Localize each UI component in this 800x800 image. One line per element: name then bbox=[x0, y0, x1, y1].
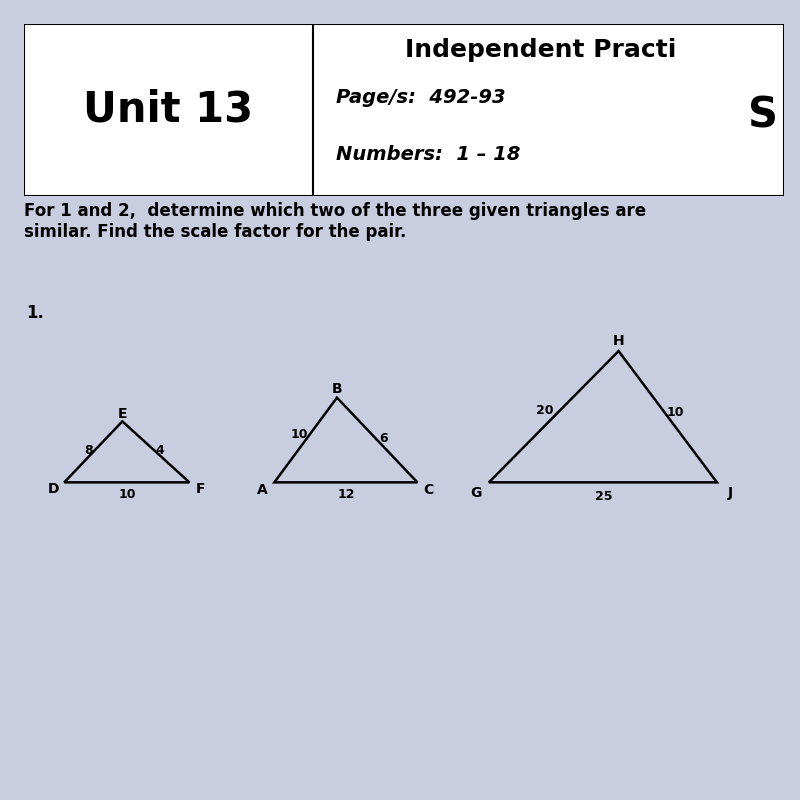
Text: C: C bbox=[423, 483, 434, 497]
Text: 4: 4 bbox=[155, 444, 164, 457]
Text: S: S bbox=[748, 94, 778, 137]
Text: D: D bbox=[48, 482, 59, 496]
Text: F: F bbox=[195, 482, 205, 496]
Text: 25: 25 bbox=[594, 490, 612, 503]
Text: A: A bbox=[258, 483, 268, 497]
Text: Page/s:  492-93: Page/s: 492-93 bbox=[336, 88, 506, 107]
Text: 20: 20 bbox=[536, 404, 553, 417]
Text: Unit 13: Unit 13 bbox=[83, 89, 254, 131]
Text: For 1 and 2,  determine which two of the three given triangles are
similar. Find: For 1 and 2, determine which two of the … bbox=[24, 202, 646, 241]
Text: 10: 10 bbox=[666, 406, 684, 419]
Text: 10: 10 bbox=[118, 488, 135, 501]
Text: B: B bbox=[332, 382, 342, 396]
Text: 8: 8 bbox=[84, 444, 93, 457]
Text: E: E bbox=[118, 406, 127, 421]
Text: H: H bbox=[613, 334, 625, 348]
Text: J: J bbox=[728, 486, 733, 499]
Text: 1.: 1. bbox=[26, 305, 44, 322]
Text: Numbers:  1 – 18: Numbers: 1 – 18 bbox=[336, 146, 520, 164]
Text: 10: 10 bbox=[290, 429, 308, 442]
Text: G: G bbox=[470, 486, 482, 499]
Text: 12: 12 bbox=[337, 488, 354, 501]
Text: Independent Practi: Independent Practi bbox=[405, 38, 677, 62]
Text: 6: 6 bbox=[379, 432, 388, 445]
